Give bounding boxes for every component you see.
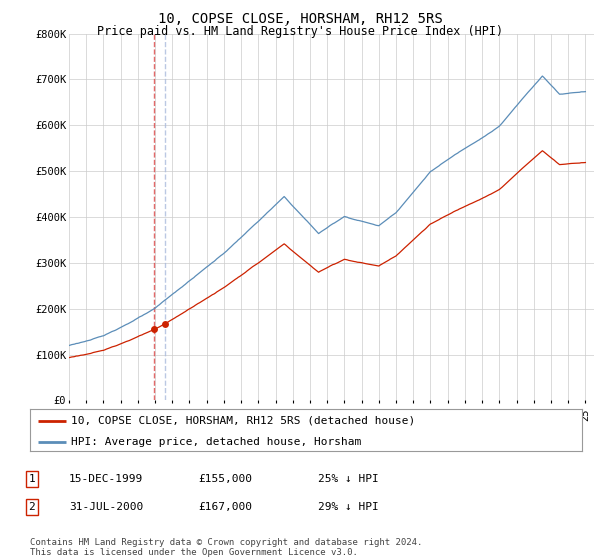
Text: 2: 2 <box>28 502 35 512</box>
Text: £167,000: £167,000 <box>198 502 252 512</box>
Text: £155,000: £155,000 <box>198 474 252 484</box>
Text: 1: 1 <box>0 559 1 560</box>
Text: 10, COPSE CLOSE, HORSHAM, RH12 5RS: 10, COPSE CLOSE, HORSHAM, RH12 5RS <box>158 12 442 26</box>
Text: Contains HM Land Registry data © Crown copyright and database right 2024.
This d: Contains HM Land Registry data © Crown c… <box>30 538 422 557</box>
Text: 15-DEC-1999: 15-DEC-1999 <box>69 474 143 484</box>
Text: 2: 2 <box>0 559 1 560</box>
Text: 25% ↓ HPI: 25% ↓ HPI <box>318 474 379 484</box>
Text: 31-JUL-2000: 31-JUL-2000 <box>69 502 143 512</box>
Text: Price paid vs. HM Land Registry's House Price Index (HPI): Price paid vs. HM Land Registry's House … <box>97 25 503 38</box>
Text: 29% ↓ HPI: 29% ↓ HPI <box>318 502 379 512</box>
Text: 10, COPSE CLOSE, HORSHAM, RH12 5RS (detached house): 10, COPSE CLOSE, HORSHAM, RH12 5RS (deta… <box>71 416 416 426</box>
Text: HPI: Average price, detached house, Horsham: HPI: Average price, detached house, Hors… <box>71 437 362 446</box>
Text: 1: 1 <box>28 474 35 484</box>
